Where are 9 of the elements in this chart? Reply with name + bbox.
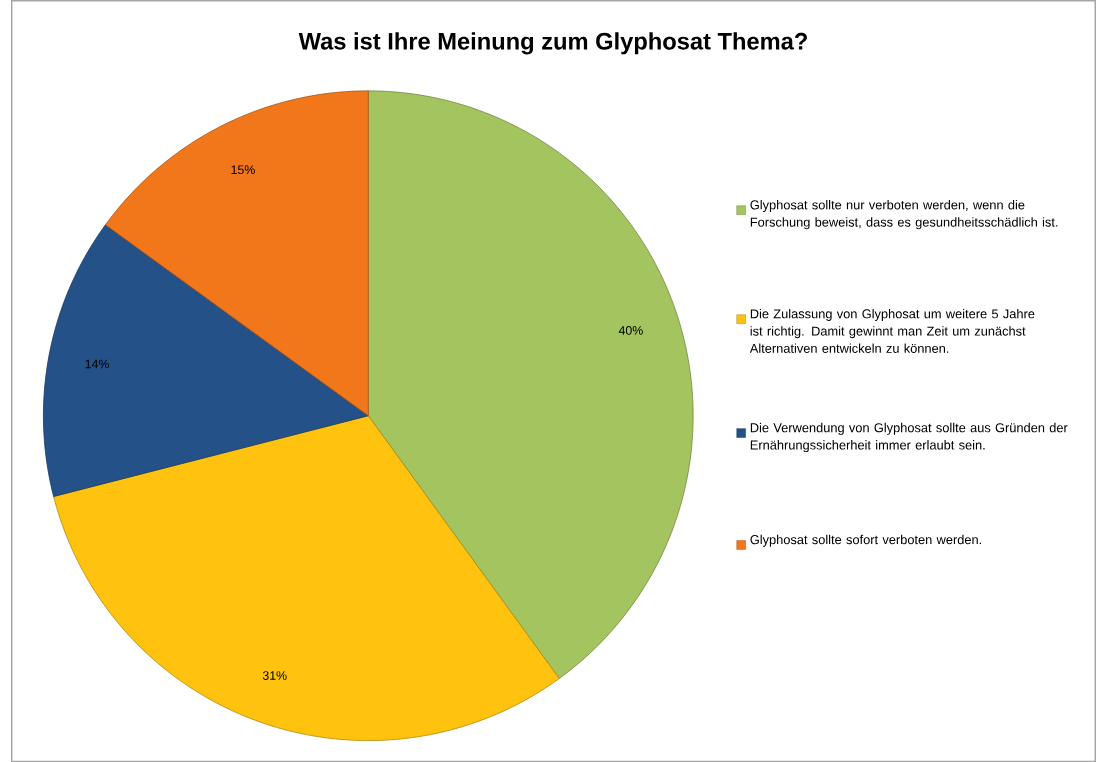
data-label: 15% <box>231 165 255 174</box>
data-label: 14% <box>85 359 109 369</box>
legend-label: Die Verwendung von Glyphosat sollte aus Gründen der Ernährungssicherheit immer erlaubt sein. <box>750 422 1068 453</box>
data-label: 40% <box>618 325 643 335</box>
legend-label: Glyphosat sollte nur verboten werden, wenn die Forschung beweist, dass es gesundheitsschädlich ist. <box>750 199 1058 230</box>
legend-label: Die Zulassung von Glyphosat um weitere 5 Jahre ist richtig. Damit gewinnt man Zeit um zunächst Alternativen entwickeln zu können. <box>749 308 1035 353</box>
chart-title: Was ist Ihre Meinung zum Glyphosat Thema? <box>298 32 807 55</box>
data-label: 31% <box>262 671 287 680</box>
legend-label: Glyphosat sollte sofort verboten werden. <box>750 534 982 547</box>
